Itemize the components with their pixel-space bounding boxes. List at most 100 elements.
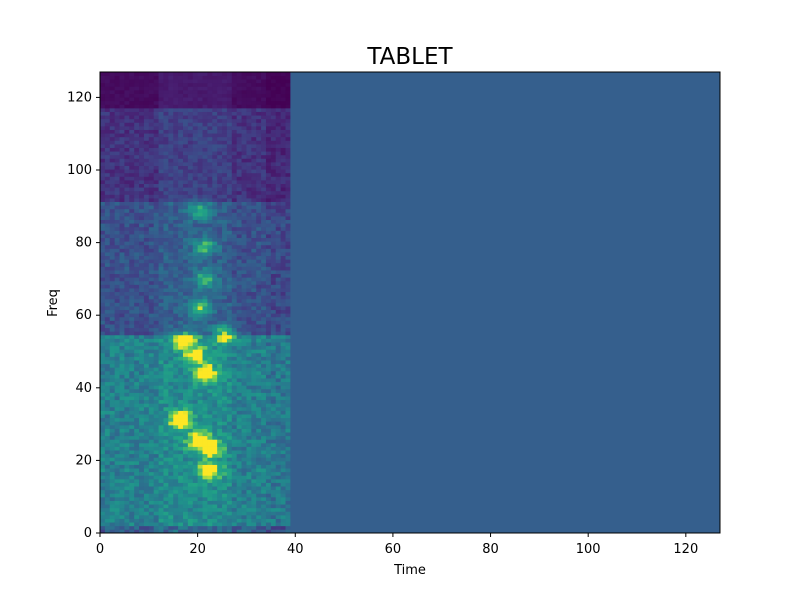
heatmap-cell	[236, 291, 242, 296]
heatmap-cell	[217, 309, 223, 314]
heatmap-cell	[109, 406, 115, 411]
heatmap-cell	[270, 493, 277, 498]
heatmap-cell	[226, 493, 233, 498]
heatmap-cell	[153, 118, 159, 123]
heatmap-cell	[241, 417, 247, 422]
heatmap-cell	[256, 529, 262, 534]
heatmap-cell	[192, 144, 198, 148]
heatmap-cell	[231, 414, 238, 419]
heatmap-cell	[231, 374, 238, 379]
heatmap-cell	[197, 388, 203, 393]
heatmap-cell	[182, 241, 189, 246]
heatmap-cell	[124, 442, 130, 447]
heatmap-cell	[265, 486, 272, 491]
heatmap-cell	[251, 345, 257, 350]
heatmap-cell	[134, 504, 140, 509]
heatmap-cell	[187, 486, 194, 491]
heatmap-cell	[261, 316, 267, 321]
heatmap-cell	[202, 320, 208, 325]
heatmap-cell	[104, 108, 111, 112]
heatmap-cell	[134, 201, 140, 206]
heatmap-cell	[265, 417, 272, 422]
heatmap-cell	[104, 244, 111, 249]
heatmap-cell	[197, 403, 203, 408]
heatmap-cell	[231, 342, 238, 347]
heatmap-cell	[143, 525, 150, 530]
heatmap-cell	[187, 262, 194, 267]
heatmap-cell	[114, 378, 120, 383]
heatmap-cell	[280, 370, 286, 375]
heatmap-cell	[187, 129, 194, 134]
heatmap-cell	[173, 241, 179, 246]
heatmap-cell	[251, 97, 257, 102]
heatmap-cell	[265, 244, 272, 249]
heatmap-cell	[100, 223, 106, 228]
heatmap-cell	[114, 273, 120, 278]
heatmap-cell	[236, 518, 242, 523]
heatmap-cell	[212, 306, 218, 311]
heatmap-cell	[226, 205, 233, 210]
heatmap-cell	[241, 72, 247, 76]
heatmap-cell	[192, 259, 198, 264]
heatmap-cell	[163, 450, 169, 455]
heatmap-cell	[143, 280, 150, 285]
heatmap-cell	[217, 442, 223, 447]
heatmap-cell	[168, 529, 174, 534]
heatmap-cell	[197, 104, 203, 109]
heatmap-cell	[285, 162, 291, 166]
heatmap-cell	[222, 244, 228, 249]
heatmap-cell	[241, 277, 247, 282]
heatmap-cell	[280, 421, 286, 426]
heatmap-cell	[134, 450, 140, 455]
heatmap-cell	[139, 399, 145, 404]
heatmap-cell	[280, 162, 286, 166]
heatmap-cell	[222, 144, 228, 148]
heatmap-cell	[251, 187, 257, 192]
heatmap-cell	[222, 277, 228, 282]
heatmap-cell	[236, 529, 242, 534]
heatmap-cell	[222, 266, 228, 271]
heatmap-cell	[192, 403, 198, 408]
heatmap-cell	[202, 248, 208, 253]
heatmap-cell	[182, 338, 189, 343]
heatmap-cell	[173, 133, 179, 138]
heatmap-cell	[139, 90, 145, 94]
heatmap-cell	[207, 284, 213, 289]
heatmap-cell	[241, 288, 247, 293]
heatmap-cell	[207, 187, 213, 192]
heatmap-cell	[280, 331, 286, 336]
heatmap-cell	[158, 270, 164, 275]
heatmap-cell	[148, 388, 155, 393]
heatmap-cell	[226, 255, 233, 260]
heatmap-cell	[104, 320, 111, 325]
heatmap-cell	[139, 493, 145, 498]
heatmap-cell	[207, 464, 213, 469]
heatmap-cell	[173, 79, 179, 84]
heatmap-cell	[236, 370, 242, 375]
heatmap-cell	[182, 205, 189, 210]
heatmap-cell	[270, 230, 277, 235]
heatmap-cell	[285, 342, 291, 347]
heatmap-cell	[158, 363, 164, 368]
padding-region	[290, 72, 720, 533]
heatmap-cell	[265, 421, 272, 426]
heatmap-cell	[168, 270, 174, 275]
heatmap-cell	[158, 507, 164, 512]
heatmap-cell	[119, 417, 125, 422]
heatmap-cell	[246, 147, 252, 152]
heatmap-cell	[100, 208, 106, 213]
heatmap-cell	[231, 302, 238, 307]
heatmap-cell	[261, 208, 267, 213]
heatmap-cell	[158, 356, 164, 361]
heatmap-cell	[207, 226, 213, 231]
heatmap-cell	[241, 291, 247, 296]
heatmap-cell	[163, 216, 169, 221]
heatmap-cell	[265, 381, 272, 386]
heatmap-cell	[100, 324, 106, 329]
heatmap-cell	[143, 126, 150, 130]
heatmap-cell	[251, 381, 257, 386]
heatmap-cell	[104, 183, 111, 188]
heatmap-cell	[148, 421, 155, 426]
heatmap-cell	[226, 165, 233, 170]
heatmap-cell	[236, 244, 242, 249]
